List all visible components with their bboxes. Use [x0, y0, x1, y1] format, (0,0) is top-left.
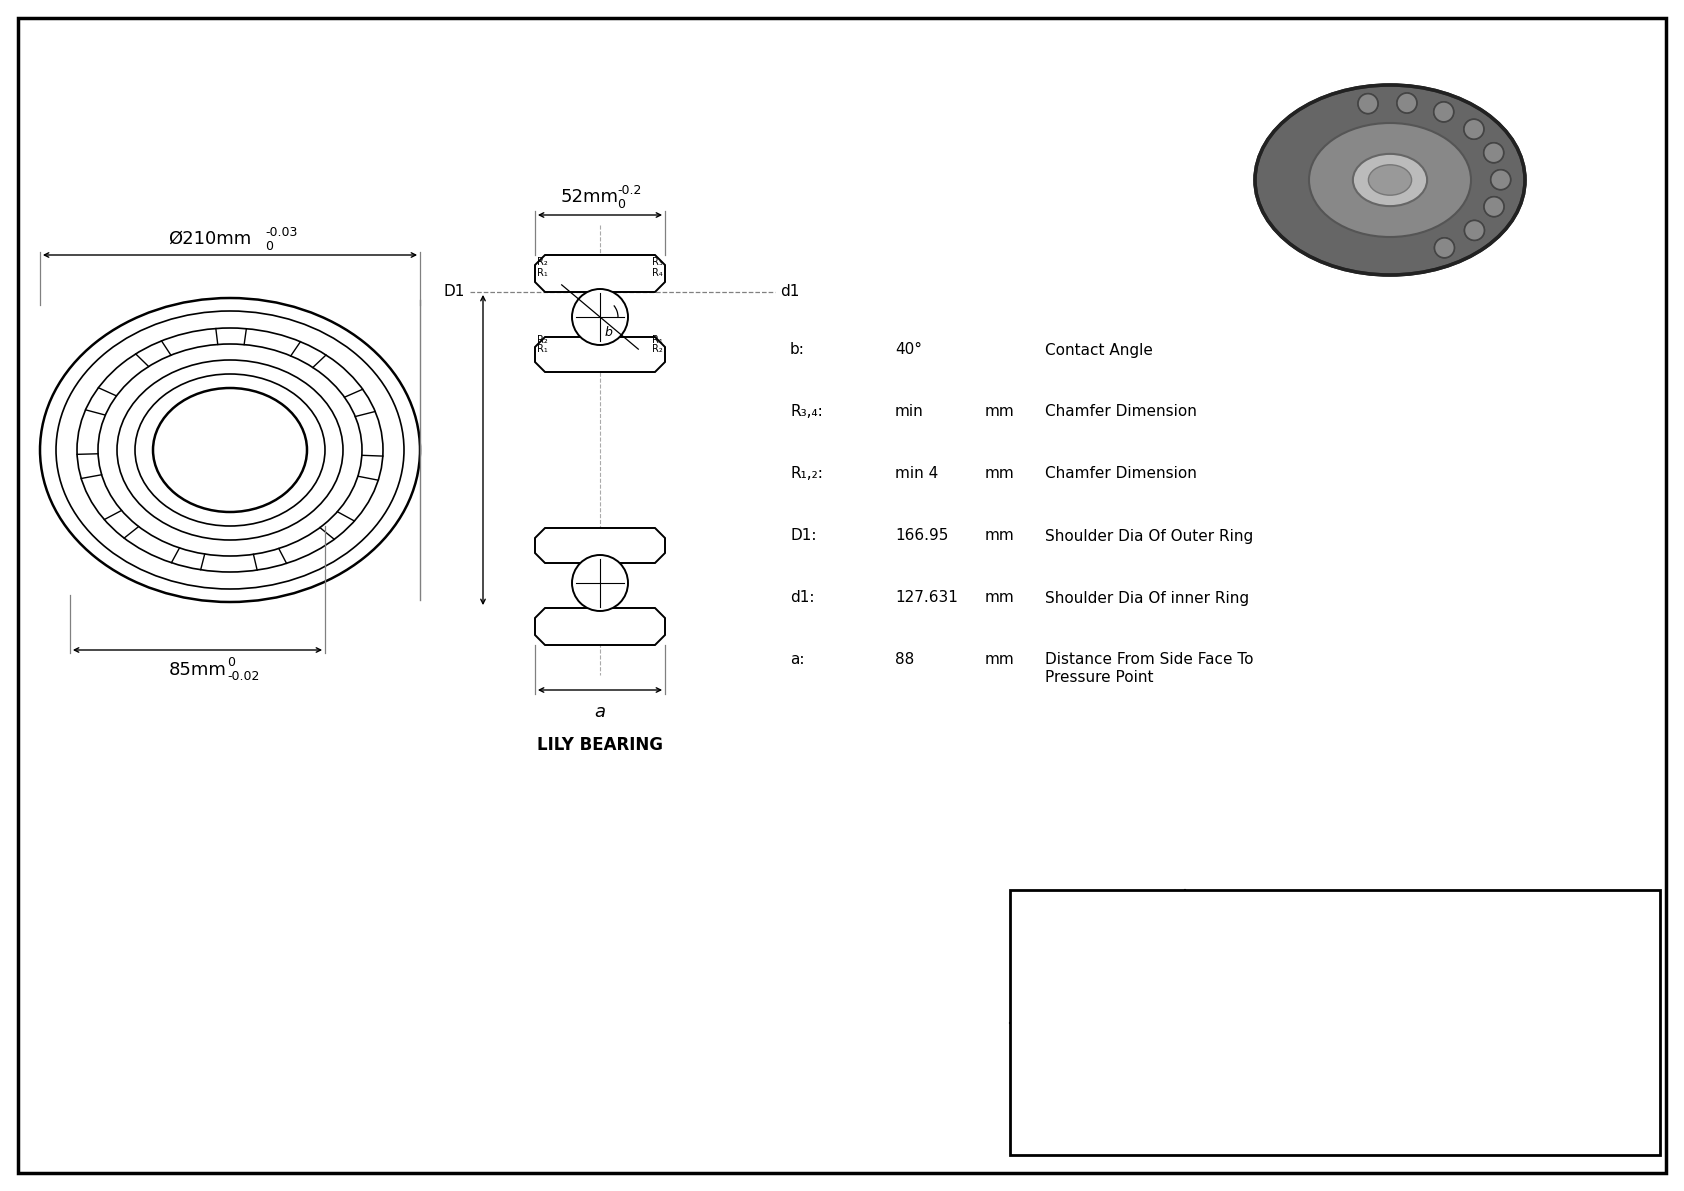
- Text: Contact Angle: Contact Angle: [1046, 343, 1154, 357]
- Text: Part: Part: [1076, 1070, 1118, 1087]
- Circle shape: [1463, 119, 1484, 139]
- Text: Shoulder Dia Of Outer Ring: Shoulder Dia Of Outer Ring: [1046, 529, 1253, 543]
- Circle shape: [1357, 94, 1378, 113]
- Text: Ceramic Angular Contact Ball Bearings: Ceramic Angular Contact Ball Bearings: [1261, 1093, 1583, 1111]
- Text: mm: mm: [985, 529, 1015, 543]
- Ellipse shape: [1369, 164, 1411, 195]
- Text: -0.03: -0.03: [264, 226, 298, 239]
- Text: d1:: d1:: [790, 591, 815, 605]
- Text: -0.2: -0.2: [616, 185, 642, 198]
- Circle shape: [1435, 238, 1455, 257]
- Text: R₂: R₂: [652, 344, 663, 354]
- Text: R₄: R₄: [652, 268, 663, 278]
- Circle shape: [1435, 238, 1455, 257]
- Circle shape: [1398, 93, 1416, 113]
- Circle shape: [1484, 143, 1504, 163]
- Circle shape: [1465, 220, 1484, 241]
- Text: D1:: D1:: [790, 529, 817, 543]
- Text: d1: d1: [780, 285, 800, 299]
- Text: D1: D1: [443, 285, 465, 299]
- Text: LILY: LILY: [1047, 933, 1147, 975]
- Text: LILY BEARING: LILY BEARING: [537, 736, 663, 754]
- Text: 166.95: 166.95: [894, 529, 948, 543]
- Text: R₃,₄:: R₃,₄:: [790, 405, 823, 419]
- Circle shape: [1465, 220, 1484, 241]
- Ellipse shape: [1352, 154, 1426, 206]
- Circle shape: [1463, 119, 1484, 139]
- Circle shape: [573, 555, 628, 611]
- Polygon shape: [536, 255, 665, 292]
- Circle shape: [1490, 169, 1511, 189]
- Text: a: a: [594, 703, 606, 721]
- Text: Ø210mm: Ø210mm: [168, 230, 251, 248]
- Circle shape: [1398, 93, 1416, 113]
- Text: Pressure Point: Pressure Point: [1046, 669, 1154, 685]
- Text: Shoulder Dia Of inner Ring: Shoulder Dia Of inner Ring: [1046, 591, 1250, 605]
- Polygon shape: [536, 528, 665, 563]
- Text: 0: 0: [264, 241, 273, 254]
- Text: R₁: R₁: [652, 335, 663, 345]
- Circle shape: [1484, 197, 1504, 217]
- Text: R₁,₂:: R₁,₂:: [790, 467, 823, 481]
- Circle shape: [1433, 102, 1453, 121]
- Text: Distance From Side Face To: Distance From Side Face To: [1046, 653, 1253, 667]
- Text: b:: b:: [790, 343, 805, 357]
- Text: mm: mm: [985, 653, 1015, 667]
- Text: mm: mm: [985, 591, 1015, 605]
- Text: R₃: R₃: [652, 257, 663, 267]
- Text: 40°: 40°: [894, 343, 923, 357]
- Text: 0: 0: [227, 655, 236, 668]
- Circle shape: [1490, 169, 1511, 189]
- Text: Chamfer Dimension: Chamfer Dimension: [1046, 405, 1197, 419]
- Text: 52mm: 52mm: [561, 188, 620, 206]
- Text: mm: mm: [985, 467, 1015, 481]
- Text: Chamfer Dimension: Chamfer Dimension: [1046, 467, 1197, 481]
- Text: 88: 88: [894, 653, 914, 667]
- Text: b: b: [605, 326, 613, 339]
- Bar: [1010, 890, 1660, 1155]
- Circle shape: [1433, 102, 1453, 121]
- Text: R₁: R₁: [537, 268, 547, 278]
- Text: ®: ®: [1150, 923, 1169, 941]
- Polygon shape: [536, 337, 665, 372]
- Text: Email: lilybearing@lily-bearing.com: Email: lilybearing@lily-bearing.com: [1287, 961, 1558, 975]
- Text: -0.02: -0.02: [227, 669, 259, 682]
- Text: R₁: R₁: [537, 344, 547, 354]
- Circle shape: [1484, 197, 1504, 217]
- Text: a:: a:: [790, 653, 805, 667]
- Circle shape: [573, 289, 628, 345]
- Ellipse shape: [1255, 85, 1526, 275]
- Circle shape: [1357, 94, 1378, 113]
- Circle shape: [1484, 143, 1504, 163]
- Text: R₂: R₂: [537, 257, 547, 267]
- Text: SHANGHAI LILY BEARING LIMITED: SHANGHAI LILY BEARING LIMITED: [1253, 937, 1591, 955]
- Text: 85mm: 85mm: [168, 661, 226, 679]
- Text: Number: Number: [1058, 1092, 1138, 1110]
- Text: CE7417SI: CE7417SI: [1367, 1068, 1477, 1089]
- Text: 0: 0: [616, 199, 625, 212]
- Text: 127.631: 127.631: [894, 591, 958, 605]
- Text: min 4: min 4: [894, 467, 938, 481]
- Text: min: min: [894, 405, 925, 419]
- Text: mm: mm: [985, 405, 1015, 419]
- Polygon shape: [536, 607, 665, 646]
- Ellipse shape: [1308, 123, 1472, 237]
- Text: R₂: R₂: [537, 335, 547, 345]
